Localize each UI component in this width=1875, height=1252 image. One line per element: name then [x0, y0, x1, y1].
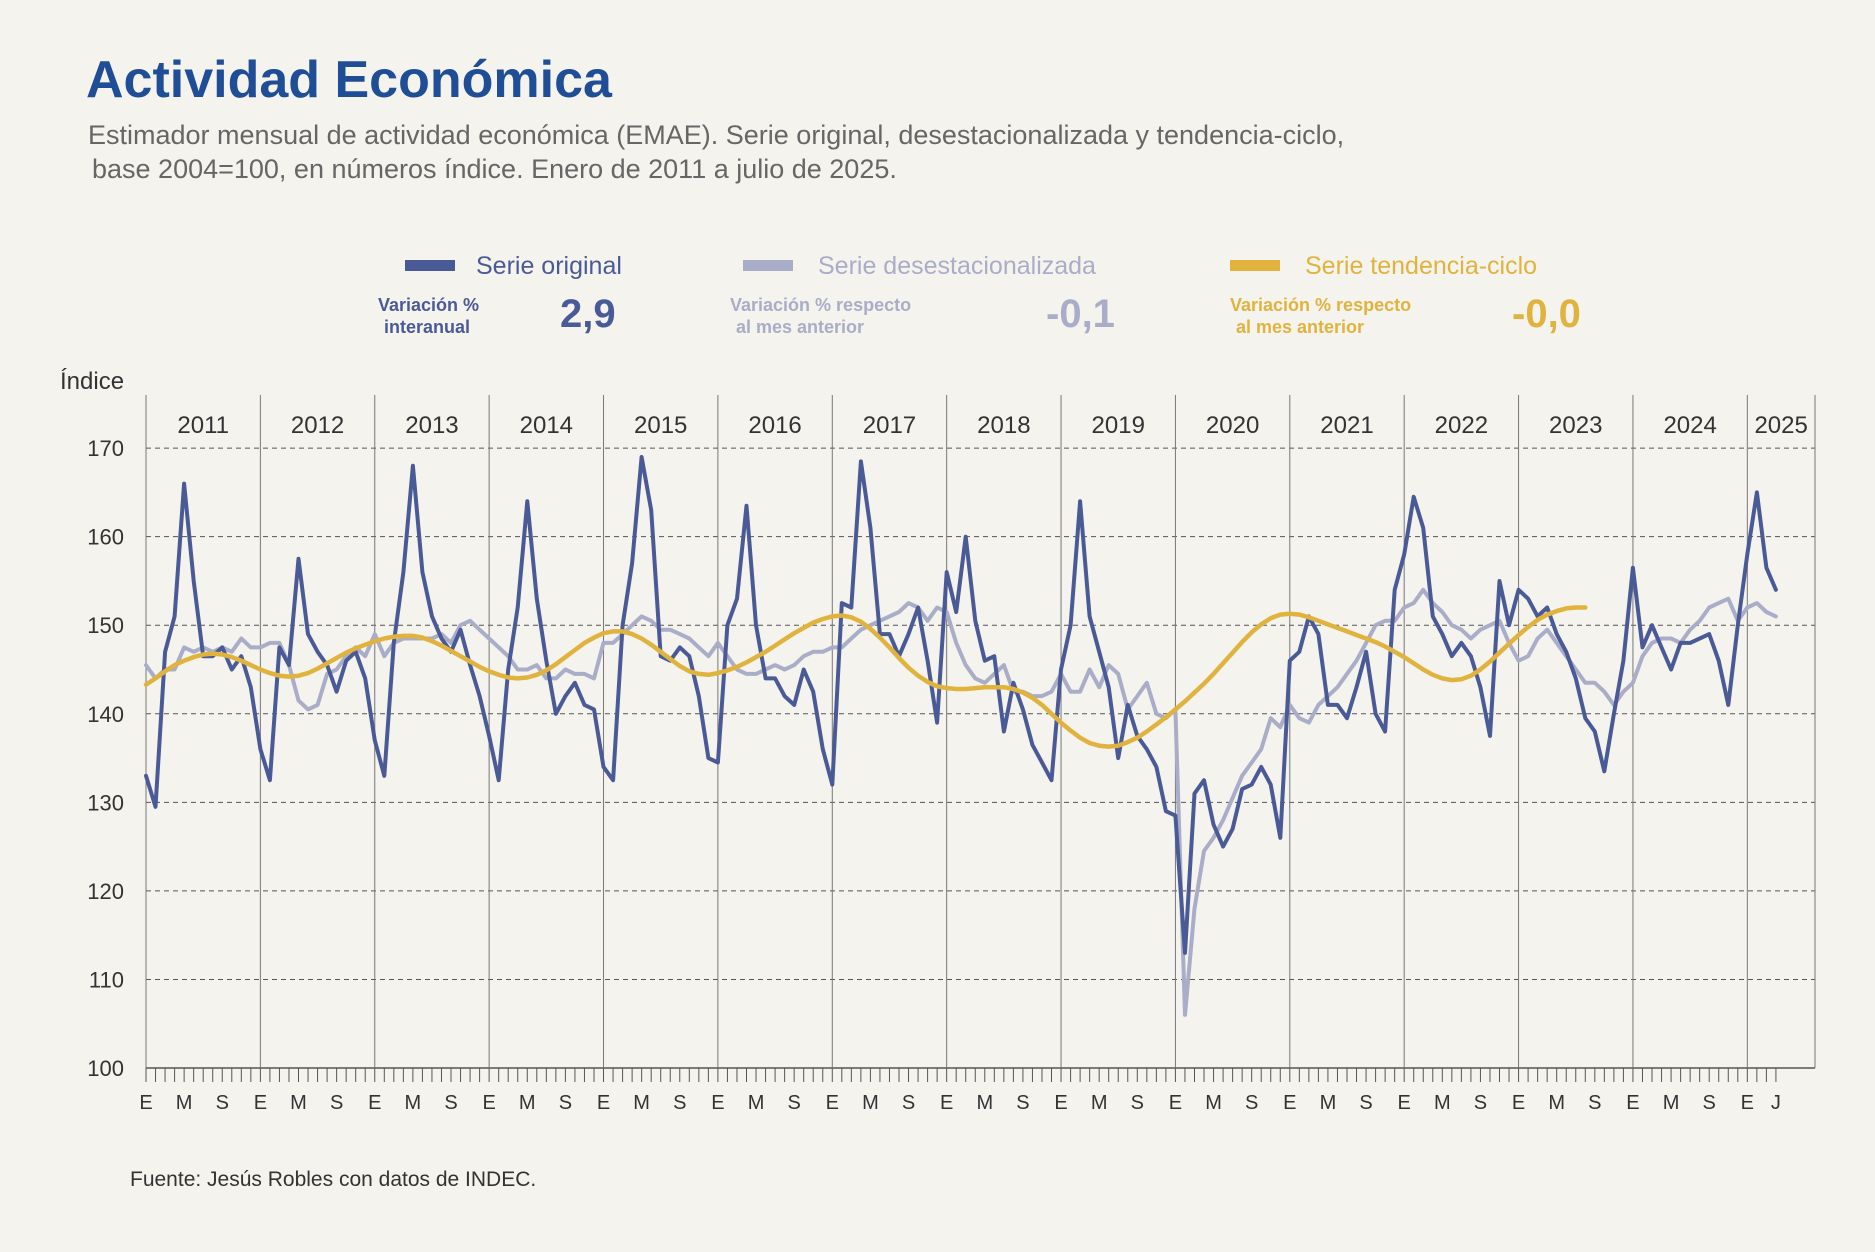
- month-label: S: [1474, 1092, 1487, 1114]
- year-label: 2020: [1206, 412, 1259, 439]
- month-label: E: [1398, 1092, 1411, 1114]
- year-label: 2011: [177, 412, 229, 439]
- year-label: 2019: [1092, 412, 1145, 439]
- month-label: M: [176, 1092, 193, 1114]
- month-label: E: [1626, 1092, 1639, 1114]
- month-label: E: [1054, 1092, 1067, 1114]
- month-label: S: [902, 1092, 915, 1114]
- month-label: M: [976, 1092, 993, 1114]
- month-label: S: [1703, 1092, 1716, 1114]
- month-label: S: [1359, 1092, 1372, 1114]
- legend-swatch-original: [405, 260, 455, 271]
- month-label: S: [444, 1092, 457, 1114]
- series-line-tendencia: [143, 605, 1588, 749]
- month-label: M: [862, 1092, 879, 1114]
- year-label: 2013: [405, 412, 458, 439]
- year-label: 2022: [1435, 412, 1488, 439]
- legend-label-desest: Serie desestacionalizada: [818, 252, 1096, 280]
- month-label: S: [330, 1092, 343, 1114]
- month-label: E: [826, 1092, 839, 1114]
- year-label: 2021: [1320, 412, 1373, 439]
- month-label: S: [1131, 1092, 1144, 1114]
- month-label: M: [519, 1092, 536, 1114]
- month-label: S: [1245, 1092, 1258, 1114]
- year-label: 2024: [1663, 412, 1716, 439]
- month-label: S: [559, 1092, 572, 1114]
- legend-value-original: 2,9: [560, 292, 616, 336]
- y-tick-label: 160: [87, 525, 124, 550]
- legend-swatch-tendencia: [1230, 260, 1280, 271]
- legend-value-tendencia: -0,0: [1512, 292, 1581, 336]
- month-label: S: [673, 1092, 686, 1114]
- year-label: 2023: [1549, 412, 1602, 439]
- page-subtitle: Estimador mensual de actividad económica…: [88, 118, 1568, 186]
- month-label: M: [748, 1092, 765, 1114]
- month-label: E: [139, 1092, 152, 1114]
- legend-var-tendencia-line1: Variación % respecto: [1230, 295, 1412, 315]
- month-label: S: [1016, 1092, 1029, 1114]
- legend-swatch-desest: [743, 260, 793, 271]
- legend-label-tendencia: Serie tendencia-ciclo: [1305, 252, 1538, 280]
- month-label: M: [1434, 1092, 1451, 1114]
- month-label: M: [633, 1092, 650, 1114]
- year-label: 2025: [1754, 412, 1807, 439]
- legend-var-tendencia: Variación % respecto al mes anterior: [1230, 294, 1411, 338]
- y-tick-label: 140: [87, 702, 124, 727]
- series-line-original: [144, 455, 1778, 955]
- month-label: M: [1663, 1092, 1680, 1114]
- month-label: E: [597, 1092, 610, 1114]
- month-label: E: [1283, 1092, 1296, 1114]
- year-label: 2014: [520, 412, 573, 439]
- month-label: M: [1548, 1092, 1565, 1114]
- subtitle-line-2: base 2004=100, en números índice. Enero …: [92, 154, 897, 184]
- month-label: M: [1091, 1092, 1108, 1114]
- y-tick-label: 120: [87, 879, 124, 904]
- year-label: 2017: [863, 412, 916, 439]
- source-note: Fuente: Jesús Robles con datos de INDEC.: [130, 1168, 537, 1191]
- legend-var-desest: Variación % respecto al mes anterior: [730, 294, 911, 338]
- legend-var-tendencia-line2: al mes anterior: [1236, 317, 1365, 337]
- month-label: S: [216, 1092, 229, 1114]
- month-label: S: [787, 1092, 800, 1114]
- month-label: M: [1320, 1092, 1337, 1114]
- y-tick-label: 170: [87, 436, 124, 461]
- year-label: 2018: [977, 412, 1030, 439]
- y-tick-label: 110: [89, 967, 124, 992]
- month-label: E: [254, 1092, 267, 1114]
- month-label: M: [1205, 1092, 1222, 1114]
- month-label: E: [1169, 1092, 1182, 1114]
- year-label: 2012: [291, 412, 344, 439]
- y-tick-label: 100: [87, 1056, 124, 1081]
- year-label: 2015: [634, 412, 687, 439]
- month-label: E: [482, 1092, 495, 1114]
- month-label: E: [368, 1092, 381, 1114]
- month-label: E: [1512, 1092, 1525, 1114]
- month-label: J: [1771, 1092, 1781, 1114]
- month-label: E: [1741, 1092, 1754, 1114]
- y-tick-label: 150: [87, 613, 124, 638]
- month-label: E: [940, 1092, 953, 1114]
- month-label: M: [405, 1092, 422, 1114]
- y-axis-title: Índice: [60, 368, 125, 395]
- page-title: Actividad Económica: [86, 51, 612, 109]
- month-label: M: [290, 1092, 307, 1114]
- subtitle-line-1: Estimador mensual de actividad económica…: [88, 120, 1345, 150]
- month-label: E: [711, 1092, 724, 1114]
- legend-var-original-line1: Variación %: [378, 295, 480, 315]
- legend-var-original: Variación % interanual: [378, 294, 479, 338]
- legend-var-desest-line2: al mes anterior: [736, 317, 865, 337]
- year-label: 2016: [748, 412, 801, 439]
- month-label: S: [1588, 1092, 1601, 1114]
- legend-value-desest: -0,1: [1046, 292, 1115, 336]
- legend-label-original: Serie original: [476, 252, 622, 280]
- legend-var-desest-line1: Variación % respecto: [730, 295, 912, 315]
- legend-var-original-line2: interanual: [384, 317, 471, 337]
- y-tick-label: 130: [87, 790, 124, 815]
